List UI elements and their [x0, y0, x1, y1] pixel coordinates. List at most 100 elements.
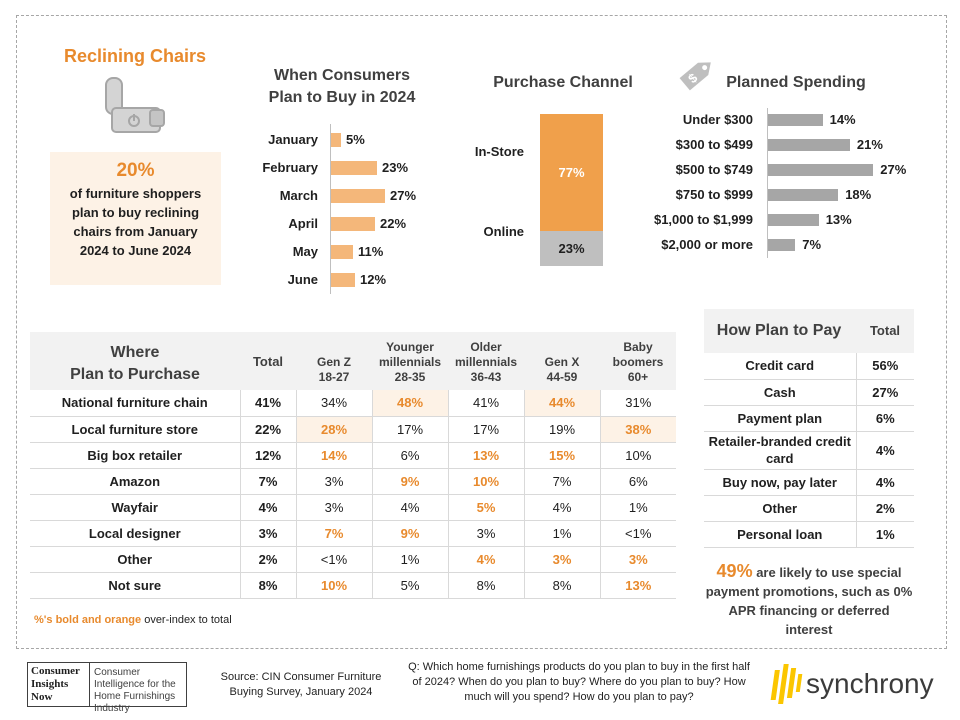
spending-bar	[768, 214, 819, 226]
where-cell: 31%	[600, 390, 676, 417]
where-cell: 2%	[240, 546, 297, 573]
where-cell: 6%	[600, 468, 676, 495]
table-row: Wayfair 4% 3% 4% 5% 4% 1%	[30, 494, 676, 521]
pay-row-value: 1%	[856, 521, 914, 548]
where-cell: 3%	[296, 494, 373, 521]
where-cell: 4%	[372, 494, 449, 521]
category-title: Reclining Chairs	[63, 46, 207, 66]
spending-bar	[768, 114, 823, 126]
where-column-header: Total	[252, 354, 284, 369]
where-cell: 41%	[240, 390, 297, 417]
table-row: Other 2% <1% 1% 4% 3% 3%	[30, 546, 676, 573]
channel-value-label: 23%	[558, 240, 585, 256]
spending-category-label: Under $300	[682, 112, 753, 127]
when-value-label: 27%	[390, 188, 417, 203]
when-category-label: May	[292, 244, 318, 259]
where-cell: 10%	[448, 468, 525, 495]
pay-row-label: Credit card	[704, 353, 857, 380]
pay-promo: 49% are likely to use special payment pr…	[705, 561, 913, 638]
table-row: Personal loan 1%	[704, 521, 914, 548]
where-cell: 9%	[372, 468, 449, 495]
where-cell: 8%	[524, 572, 601, 599]
channel-category-label: Online	[483, 224, 524, 239]
when-category-label: April	[288, 216, 318, 231]
when-category-label: June	[287, 272, 318, 287]
where-cell: 1%	[372, 546, 449, 573]
pay-table-total-header: Total	[869, 323, 901, 338]
table-row: Credit card 56%	[704, 353, 914, 380]
where-column-header: Gen Z 18-27	[316, 355, 351, 384]
pay-row-value: 27%	[856, 379, 914, 406]
spending-category-label: $500 to $749	[675, 162, 753, 177]
when-value-label: 11%	[358, 244, 384, 259]
cin-logo: Consumer Insights Now Consumer Intellige…	[27, 662, 187, 714]
price-tag-icon: $	[679, 62, 711, 91]
where-cell: 5%	[372, 572, 449, 599]
when-bar	[331, 217, 375, 231]
footer-source: Source: CIN Consumer Furniture Buying Su…	[220, 671, 382, 698]
where-cell: 3%	[240, 520, 297, 547]
table-row: Retailer-branded credit card 4%	[704, 431, 914, 470]
spending-value-label: 18%	[845, 187, 872, 202]
where-cell: 17%	[448, 416, 525, 443]
spending-category-label: $2,000 or more	[661, 237, 753, 252]
where-table-header-bg	[30, 332, 676, 390]
pay-row-value: 56%	[856, 353, 914, 380]
spending-value-label: 14%	[829, 112, 856, 127]
when-value-label: 23%	[382, 160, 409, 175]
when-category-label: February	[262, 160, 318, 175]
where-cell: 34%	[296, 390, 373, 417]
synchrony-wordmark: synchrony	[806, 668, 934, 699]
where-cell: 3%	[600, 546, 676, 573]
where-row-label: Other	[30, 546, 241, 573]
channel-bar-segment	[540, 231, 603, 266]
when-category-label: January	[268, 132, 318, 147]
where-cell: <1%	[296, 546, 373, 573]
pay-row-label: Other	[704, 495, 857, 522]
where-cell: 6%	[372, 442, 449, 469]
pay-row-value: 2%	[856, 495, 914, 522]
channel-chart-title: Purchase Channel	[493, 74, 633, 91]
spending-category-label: $750 to $999	[675, 187, 753, 202]
synchrony-logo-icon	[770, 664, 803, 704]
spending-value-label: 7%	[802, 237, 822, 252]
where-row-label: Amazon	[30, 468, 241, 495]
when-bar	[331, 133, 341, 147]
where-column-header: Older millennials 36-43	[454, 340, 518, 384]
where-row-label: Local furniture store	[30, 416, 241, 443]
where-cell: 10%	[600, 442, 676, 469]
where-cell: 8%	[240, 572, 297, 599]
where-cell: <1%	[600, 520, 676, 547]
where-cell: 1%	[600, 494, 676, 521]
when-chart-title: When Consumers Plan to Buy in 2024	[268, 67, 416, 106]
when-category-label: March	[279, 188, 318, 203]
where-cell: 7%	[296, 520, 373, 547]
table-row: Amazon 7% 3% 9% 10% 7% 6%	[30, 468, 676, 495]
pay-row-label: Buy now, pay later	[704, 469, 857, 496]
where-cell: 48%	[372, 390, 449, 417]
category-callout: 20% of furniture shoppers plan to buy re…	[50, 152, 221, 285]
where-column-header: Gen X 44-59	[544, 355, 580, 384]
footer-question: Q: Which home furnishings products do yo…	[408, 661, 750, 703]
spending-chart: Under $300 14% $300 to $499 21% $500 to $749…	[630, 108, 910, 258]
where-cell: 3%	[448, 520, 525, 547]
where-cell: 5%	[448, 494, 525, 521]
spending-chart-axis	[767, 108, 768, 258]
when-bar	[331, 273, 355, 287]
where-cell: 22%	[240, 416, 297, 443]
where-cell: 3%	[296, 468, 373, 495]
where-cell: 38%	[600, 416, 676, 443]
where-row-label: Not sure	[30, 572, 241, 599]
spending-bar	[768, 239, 796, 251]
pay-table-header-bg	[704, 309, 914, 353]
spending-category-label: $1,000 to $1,999	[653, 212, 753, 227]
where-cell: 7%	[524, 468, 601, 495]
infographic-frame	[16, 15, 947, 649]
table-row: Cash 27%	[704, 379, 914, 406]
when-value-label: 5%	[346, 132, 365, 147]
pay-row-label: Personal loan	[704, 521, 857, 548]
category-stat-text: of furniture shoppers plan to buy reclin…	[69, 186, 202, 258]
pay-row-label: Retailer-branded credit card	[704, 431, 857, 470]
channel-category-label: In-Store	[474, 144, 524, 159]
spending-category-label: $300 to $499	[675, 137, 753, 152]
